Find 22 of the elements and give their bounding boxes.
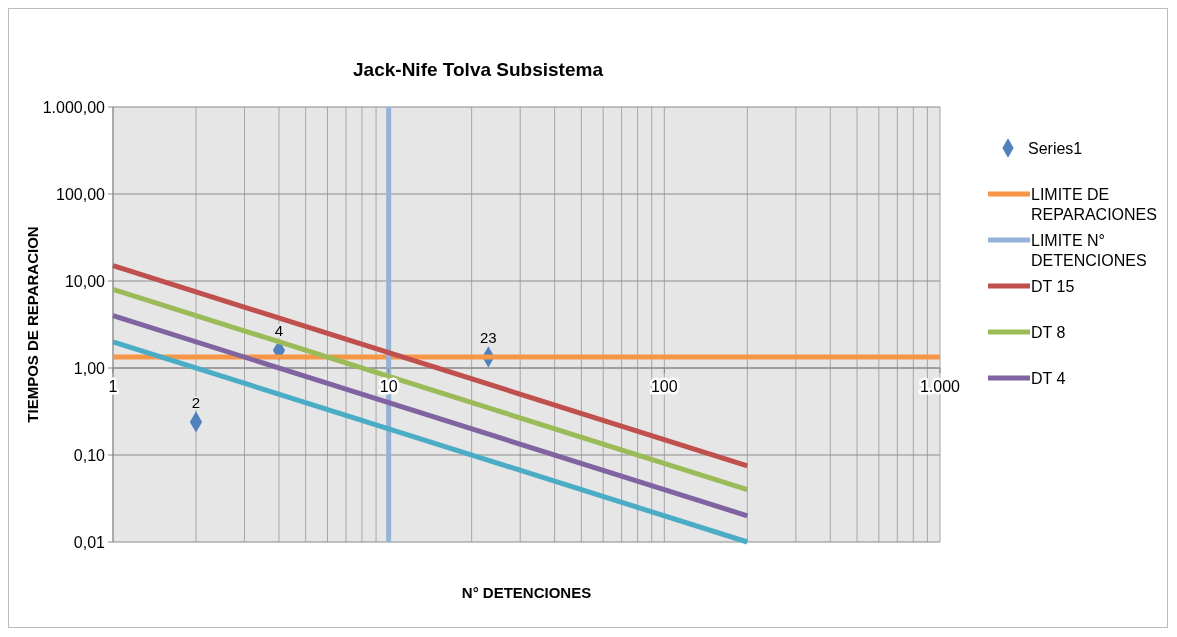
legend-label: DT 8 — [1031, 324, 1066, 341]
x-axis-title: N° DETENCIONES — [461, 584, 592, 601]
x-tick-label: 1 — [108, 378, 118, 395]
legend-label: LIMITE N° DETENCIONES — [1031, 232, 1147, 269]
legend-label: LIMITE DE REPARACIONES — [1031, 186, 1157, 223]
x-tick-label: 10 — [379, 378, 398, 395]
y-tick-label: 0,10 — [73, 447, 106, 464]
y-tick-label: 0,01 — [73, 534, 106, 551]
y-tick-label: 1,00 — [73, 360, 106, 377]
y-tick-label: 10,00 — [64, 273, 106, 290]
annotation: 2 — [191, 393, 201, 411]
x-tick-label: 1.000 — [919, 378, 961, 395]
x-tick-label: 100 — [650, 378, 678, 395]
y-axis-title: TIEMPOS DE REPARACION — [24, 226, 41, 423]
y-tick-label: 100,00 — [56, 186, 106, 203]
legend-label: DT 15 — [1031, 278, 1075, 295]
annotation: 23 — [480, 328, 497, 346]
annotation: 4 — [274, 322, 284, 340]
chart-title: Jack-Nife Tolva Subsistema — [353, 59, 604, 80]
y-tick-label: 1.000,00 — [42, 99, 106, 116]
legend-label: DT 4 — [1031, 370, 1066, 387]
legend-label: Series1 — [1028, 140, 1083, 157]
